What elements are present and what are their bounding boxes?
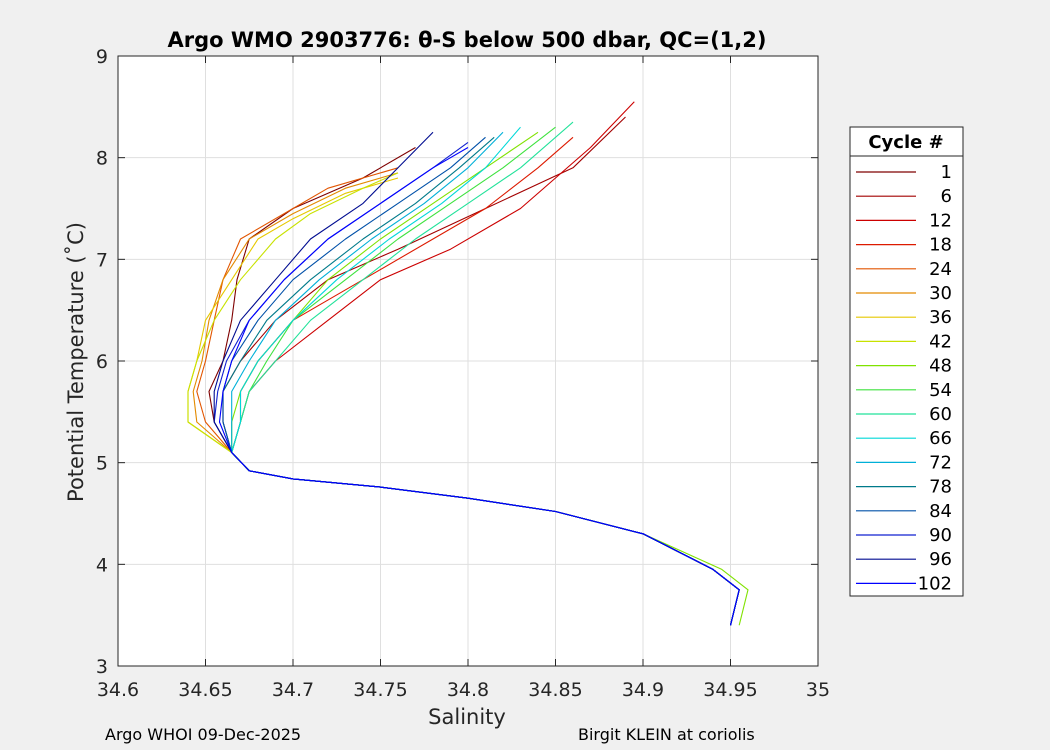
legend-label-cycle-12: 12 <box>929 210 952 231</box>
x-tick-label: 35 <box>806 679 830 701</box>
footer-left: Argo WHOI 09-Dec-2025 <box>105 725 302 744</box>
x-tick-label: 34.85 <box>528 679 582 701</box>
x-tick-labels: 34.6 34.65 34.7 34.75 34.8 34.85 34.9 34.95 35 <box>97 679 830 701</box>
legend-box <box>849 126 964 597</box>
x-tick-label: 34.95 <box>703 679 757 701</box>
x-axis-label: Salinity <box>428 705 506 729</box>
legend-entries: 1 6 12 18 24 30 36 42 48 54 60 66 72 78 84 90 96 102 <box>856 162 952 594</box>
y-tick-label: 6 <box>96 351 108 373</box>
y-axis-label: Potential Temperature (˚C) <box>64 222 88 502</box>
legend: Cycle # 1 6 12 18 24 30 36 42 48 54 60 66 72 78 84 90 96… <box>849 126 964 597</box>
series-layer <box>187 101 749 626</box>
x-tick-label: 34.7 <box>272 679 314 701</box>
y-tick-label: 3 <box>96 656 108 678</box>
series-line-cycle-102 <box>218 147 740 626</box>
y-tick-label: 4 <box>96 554 108 576</box>
x-tick-label: 34.65 <box>178 679 232 701</box>
legend-label-cycle-90: 90 <box>929 525 952 546</box>
legend-title: Cycle # <box>868 132 943 153</box>
y-tick-labels: 3 4 5 6 7 8 9 <box>96 46 108 678</box>
legend-label-cycle-96: 96 <box>929 549 952 570</box>
legend-label-cycle-84: 84 <box>929 501 952 522</box>
legend-label-cycle-54: 54 <box>929 380 952 401</box>
chart-title: Argo WMO 2903776: θ-S below 500 dbar, QC… <box>168 28 767 52</box>
y-tick-label: 5 <box>96 453 108 475</box>
legend-label-cycle-24: 24 <box>929 259 952 280</box>
legend-label-cycle-42: 42 <box>929 331 952 352</box>
legend-label-cycle-6: 6 <box>941 186 952 207</box>
x-tick-label: 34.8 <box>447 679 489 701</box>
tick-marks <box>117 55 819 667</box>
x-tick-label: 34.75 <box>353 679 407 701</box>
legend-label-cycle-18: 18 <box>929 235 952 256</box>
legend-label-cycle-78: 78 <box>929 477 952 498</box>
legend-label-cycle-60: 60 <box>929 404 952 425</box>
legend-label-cycle-72: 72 <box>929 452 952 473</box>
y-tick-label: 9 <box>96 46 108 68</box>
legend-label-cycle-1: 1 <box>941 162 952 183</box>
x-tick-label: 34.9 <box>622 679 664 701</box>
legend-label-cycle-48: 48 <box>929 356 952 377</box>
footer-right: Birgit KLEIN at coriolis <box>578 725 755 744</box>
legend-label-cycle-30: 30 <box>929 283 952 304</box>
x-tick-label: 34.6 <box>97 679 139 701</box>
legend-label-cycle-36: 36 <box>929 307 952 328</box>
legend-label-cycle-102: 102 <box>918 573 952 594</box>
y-tick-label: 8 <box>96 148 108 170</box>
y-tick-label: 7 <box>96 249 108 271</box>
legend-label-cycle-66: 66 <box>929 428 952 449</box>
